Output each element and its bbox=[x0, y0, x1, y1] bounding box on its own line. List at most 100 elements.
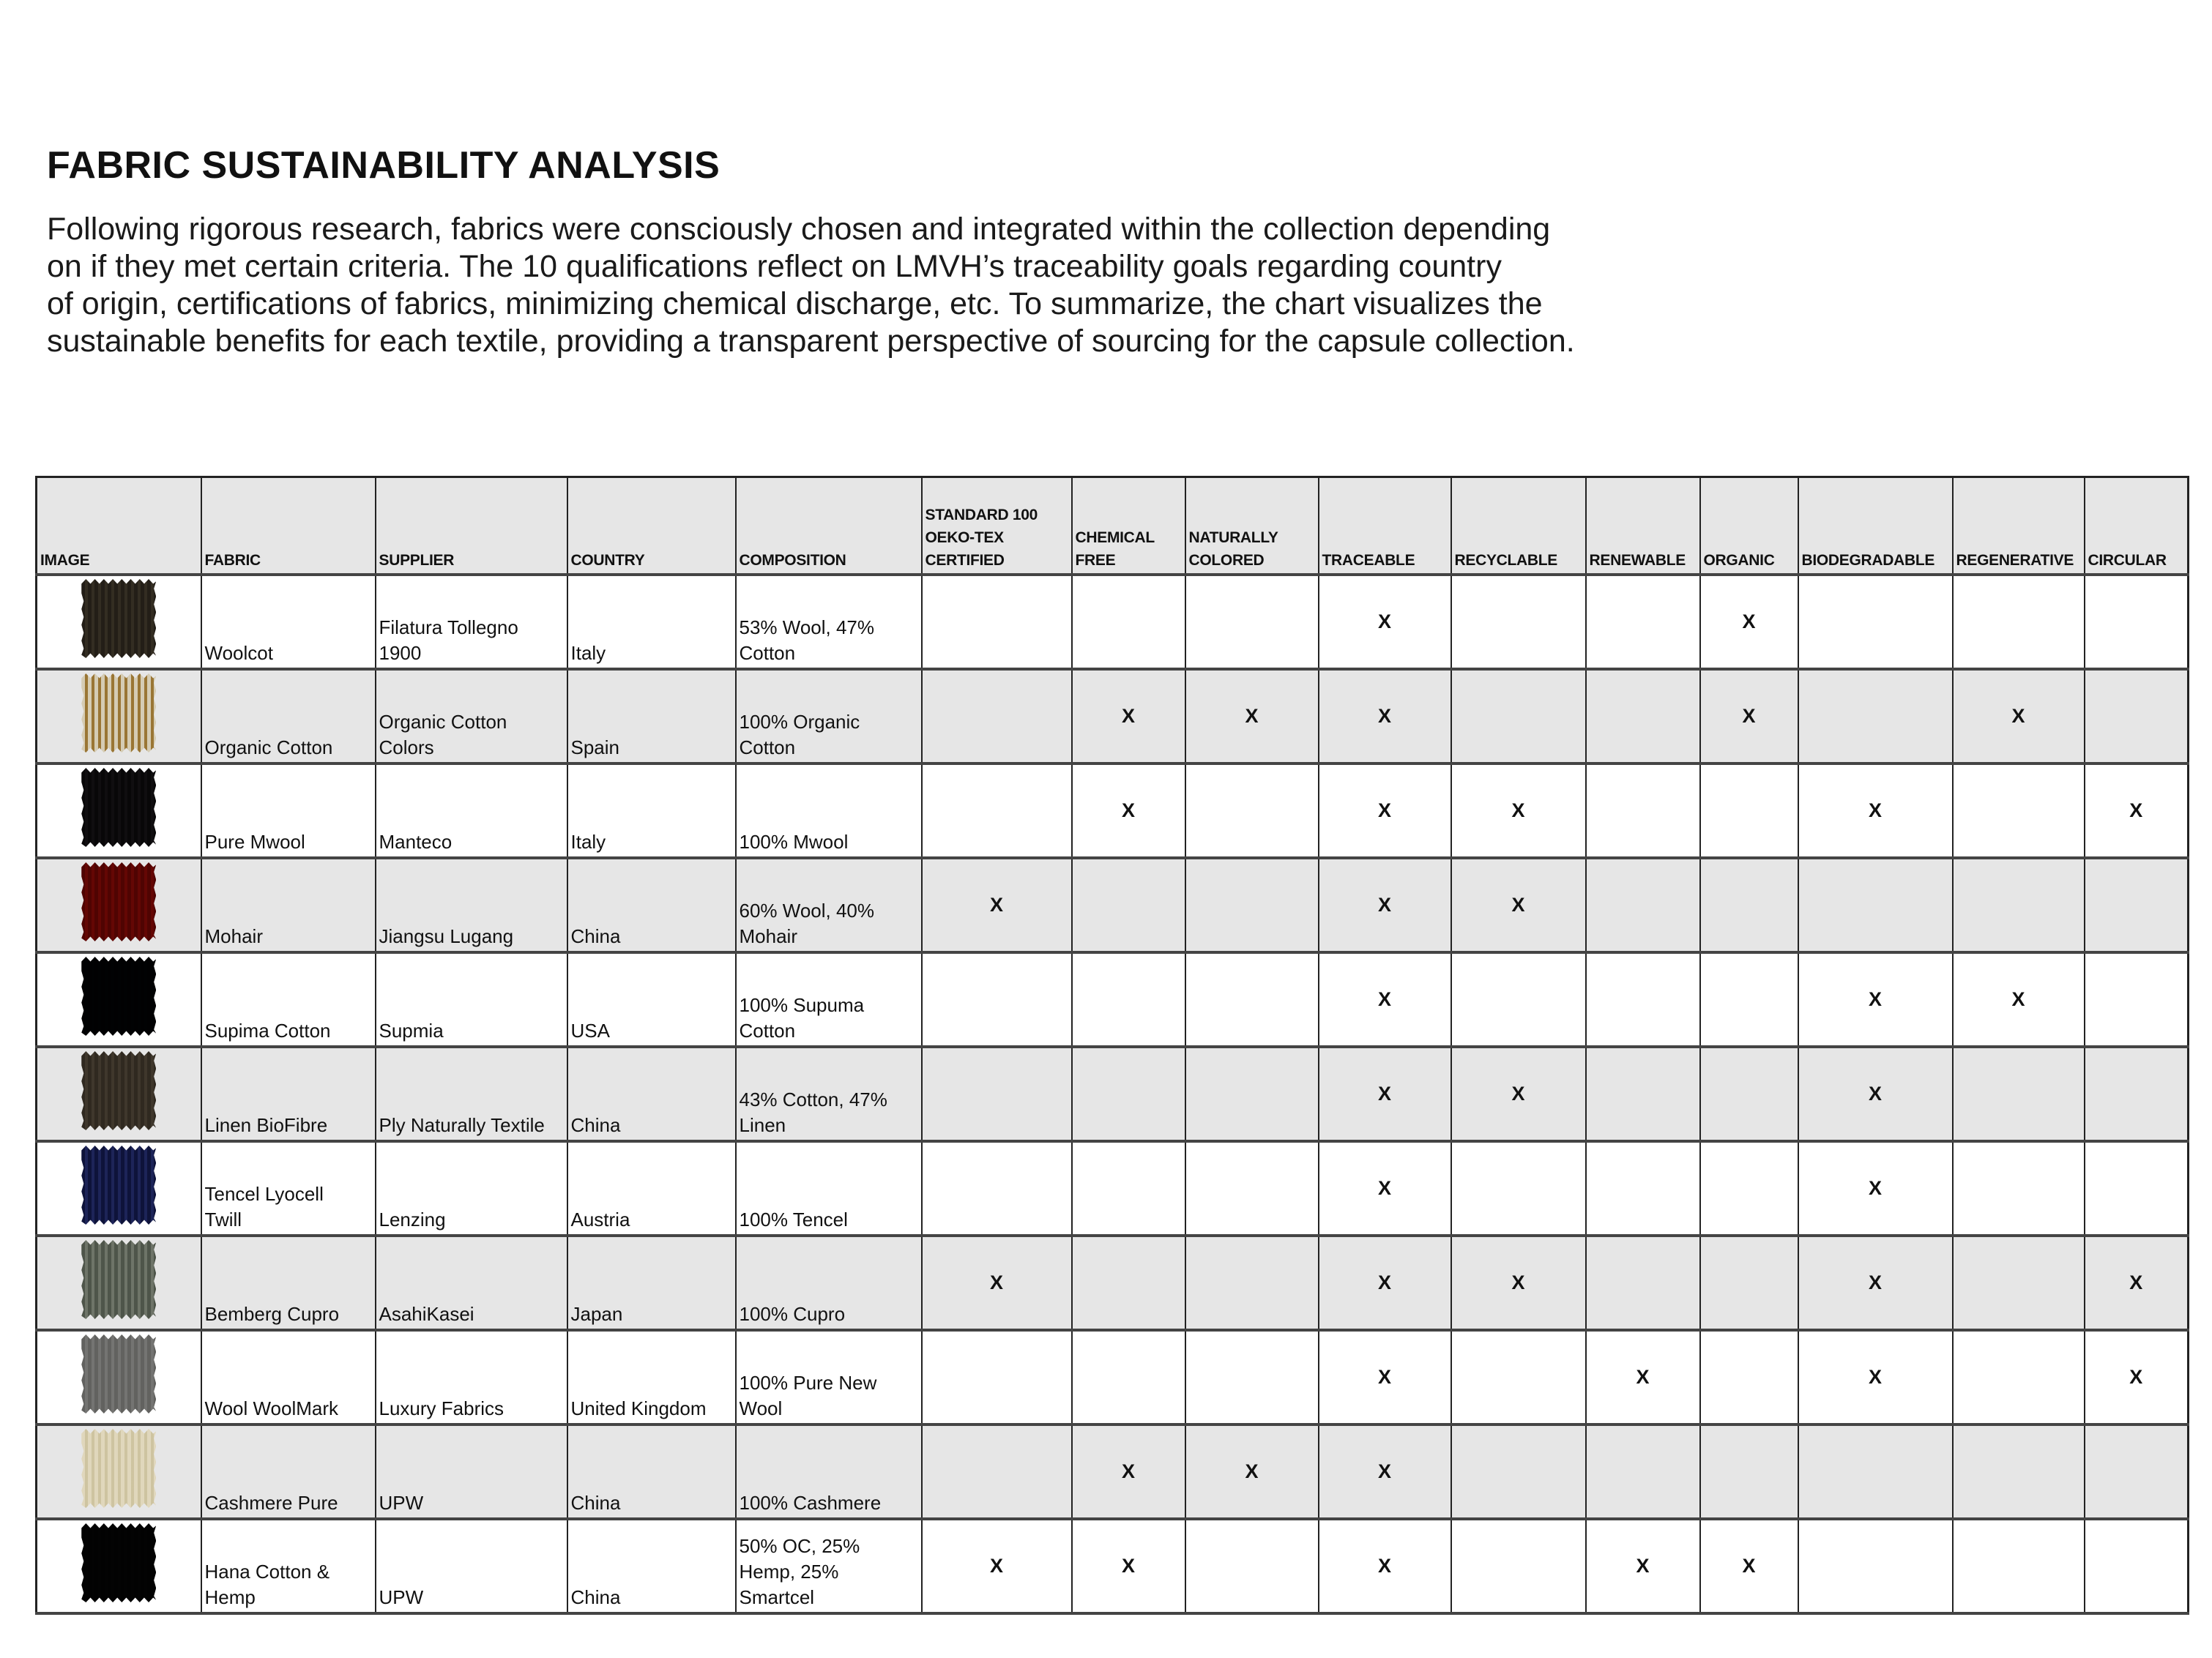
fabric-cell: Bemberg Cupro bbox=[200, 1236, 376, 1332]
criteria-cell bbox=[1070, 858, 1186, 954]
criteria-cell bbox=[1951, 1519, 2085, 1615]
criteria-cell bbox=[920, 763, 1073, 859]
table-row: Tencel Lyocell Twill Lenzing Austria 100% T… bbox=[35, 1141, 2189, 1237]
criteria-mark: X bbox=[1070, 1424, 1186, 1520]
fabric-cell: Linen BioFibre bbox=[200, 1047, 376, 1143]
criteria-mark: X bbox=[920, 1519, 1073, 1615]
criteria-cell bbox=[1184, 1047, 1319, 1143]
fabric-swatch-image bbox=[81, 1146, 157, 1225]
fabric-cell: Woolcot bbox=[200, 575, 376, 671]
criteria-cell bbox=[1797, 1424, 1954, 1520]
criteria-mark: X bbox=[1317, 763, 1452, 859]
composition-cell: 100% Cupro bbox=[734, 1236, 923, 1332]
fabric-swatch-image bbox=[81, 673, 157, 753]
table-row: Mohair Jiangsu Lugang China 60% Wool, 40% M… bbox=[35, 858, 2189, 954]
criteria-cell bbox=[920, 952, 1073, 1048]
criteria-cell bbox=[2083, 575, 2189, 671]
composition-cell: 50% OC, 25% Hemp, 25% Smartcel bbox=[734, 1519, 923, 1615]
criteria-mark: X bbox=[1317, 1330, 1452, 1426]
criteria-cell bbox=[1184, 763, 1319, 859]
composition-cell: 100% Mwool bbox=[734, 763, 923, 859]
image-cell bbox=[35, 1330, 202, 1426]
criteria-cell bbox=[1584, 763, 1701, 859]
header-row: IMAGE FABRIC SUPPLIER COUNTRY COMPOSITION STA… bbox=[35, 477, 2189, 576]
composition-cell: 100% Organic Cotton bbox=[734, 669, 923, 765]
column-header-fabric: FABRIC bbox=[200, 477, 376, 576]
criteria-cell bbox=[1184, 1141, 1319, 1237]
fabric-cell: Wool WoolMark bbox=[200, 1330, 376, 1426]
criteria-cell bbox=[1951, 575, 2085, 671]
criteria-mark: X bbox=[1584, 1330, 1701, 1426]
fabric-cell: Supima Cotton bbox=[200, 952, 376, 1048]
criteria-mark: X bbox=[1450, 1047, 1587, 1143]
criteria-cell bbox=[1584, 1141, 1701, 1237]
table-row: Organic Cotton Organic Cotton Colors Spain… bbox=[35, 669, 2189, 765]
column-header-naturally-colored: NATURALLY COLORED bbox=[1184, 477, 1319, 576]
criteria-cell bbox=[1951, 1141, 2085, 1237]
criteria-mark: X bbox=[1797, 952, 1954, 1048]
criteria-cell bbox=[1951, 1236, 2085, 1332]
image-cell bbox=[35, 1047, 202, 1143]
criteria-cell bbox=[2083, 1519, 2189, 1615]
criteria-mark: X bbox=[1317, 952, 1452, 1048]
image-cell bbox=[35, 952, 202, 1048]
criteria-mark: X bbox=[920, 1236, 1073, 1332]
criteria-cell bbox=[1070, 1141, 1186, 1237]
criteria-cell bbox=[1699, 1141, 1799, 1237]
column-header-image: IMAGE bbox=[35, 477, 202, 576]
fabric-cell: Cashmere Pure bbox=[200, 1424, 376, 1520]
supplier-cell: Lenzing bbox=[374, 1141, 568, 1237]
criteria-cell bbox=[2083, 669, 2189, 765]
country-cell: Spain bbox=[566, 669, 737, 765]
criteria-cell bbox=[1070, 1330, 1186, 1426]
table-row: Woolcot Filatura Tollegno 1900 Italy 53% Wo… bbox=[35, 575, 2189, 671]
criteria-mark: X bbox=[1699, 575, 1799, 671]
criteria-cell bbox=[1184, 952, 1319, 1048]
criteria-cell bbox=[1450, 1519, 1587, 1615]
criteria-cell bbox=[920, 1424, 1073, 1520]
criteria-mark: X bbox=[1317, 575, 1452, 671]
criteria-mark: X bbox=[1317, 1519, 1452, 1615]
image-cell bbox=[35, 858, 202, 954]
criteria-mark: X bbox=[2083, 1330, 2189, 1426]
criteria-cell bbox=[1797, 575, 1954, 671]
criteria-cell bbox=[2083, 1047, 2189, 1143]
image-cell bbox=[35, 763, 202, 859]
country-cell: USA bbox=[566, 952, 737, 1048]
criteria-cell bbox=[1450, 1330, 1587, 1426]
criteria-mark: X bbox=[1951, 669, 2085, 765]
column-header-supplier: SUPPLIER bbox=[374, 477, 568, 576]
fabric-swatch-image bbox=[81, 1429, 157, 1508]
criteria-cell bbox=[1184, 1330, 1319, 1426]
table-row: Pure Mwool Manteco Italy 100% Mwool X X X X X bbox=[35, 763, 2189, 859]
criteria-cell bbox=[1450, 1141, 1587, 1237]
fabric-cell: Mohair bbox=[200, 858, 376, 954]
criteria-mark: X bbox=[1070, 669, 1186, 765]
country-cell: China bbox=[566, 858, 737, 954]
country-cell: China bbox=[566, 1047, 737, 1143]
table-row: Cashmere Pure UPW China 100% Cashmere X X X bbox=[35, 1424, 2189, 1520]
table-row: Bemberg Cupro AsahiKasei Japan 100% Cupro X X… bbox=[35, 1236, 2189, 1332]
composition-cell: 43% Cotton, 47% Linen bbox=[734, 1047, 923, 1143]
criteria-cell bbox=[1699, 1330, 1799, 1426]
criteria-mark: X bbox=[1699, 669, 1799, 765]
criteria-mark: X bbox=[2083, 1236, 2189, 1332]
criteria-cell bbox=[1584, 1424, 1701, 1520]
criteria-mark: X bbox=[1797, 1236, 1954, 1332]
criteria-cell bbox=[920, 1141, 1073, 1237]
criteria-cell bbox=[2083, 858, 2189, 954]
fabric-cell: Pure Mwool bbox=[200, 763, 376, 859]
table-row: Linen BioFibre Ply Naturally Textile China… bbox=[35, 1047, 2189, 1143]
supplier-cell: Filatura Tollegno 1900 bbox=[374, 575, 568, 671]
fabric-swatch-image bbox=[81, 957, 157, 1036]
column-header-standard-100-oeko-tex-certified: STANDARD 100 OEKO-TEX CERTIFIED bbox=[920, 477, 1073, 576]
column-header-traceable: TRACEABLE bbox=[1317, 477, 1452, 576]
criteria-cell bbox=[1584, 952, 1701, 1048]
fabric-cell: Organic Cotton bbox=[200, 669, 376, 765]
criteria-cell bbox=[1951, 1424, 2085, 1520]
composition-cell: 100% Supuma Cotton bbox=[734, 952, 923, 1048]
column-header-circular: CIRCULAR bbox=[2083, 477, 2189, 576]
column-header-organic: ORGANIC bbox=[1699, 477, 1799, 576]
criteria-cell bbox=[1070, 952, 1186, 1048]
criteria-cell bbox=[920, 1330, 1073, 1426]
